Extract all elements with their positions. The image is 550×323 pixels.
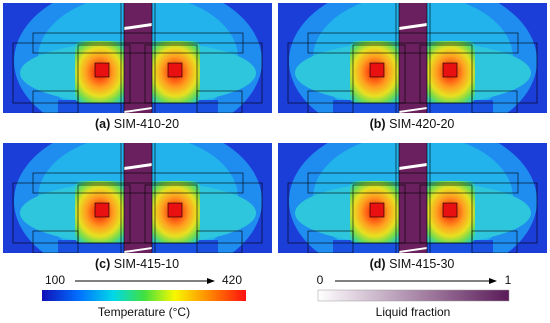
- panel-name: SIM-410-20: [114, 117, 179, 131]
- panel-name: SIM-420-20: [389, 117, 454, 131]
- panel-letter: (c): [95, 257, 110, 271]
- colorbar: [317, 289, 510, 302]
- scale-min: 100: [45, 273, 65, 287]
- panel-caption: (a) SIM-410-20: [95, 117, 179, 131]
- scale-max: 1: [505, 273, 512, 287]
- scale-max: 420: [222, 273, 242, 287]
- panel-letter: (b): [370, 117, 386, 131]
- panel-name: SIM-415-30: [389, 257, 454, 271]
- panel-caption: (d) SIM-415-30: [370, 257, 455, 271]
- panel-name: SIM-415-10: [114, 257, 179, 271]
- panel-letter: (d): [370, 257, 386, 271]
- panel-letter: (a): [95, 117, 110, 131]
- scale-min: 0: [317, 273, 324, 287]
- scale-label: Liquid fraction: [376, 305, 451, 319]
- panel-caption: (c) SIM-415-10: [95, 257, 179, 271]
- panel-caption: (b) SIM-420-20: [370, 117, 455, 131]
- colorbar: [42, 290, 246, 301]
- scale-label: Temperature (°C): [98, 305, 190, 319]
